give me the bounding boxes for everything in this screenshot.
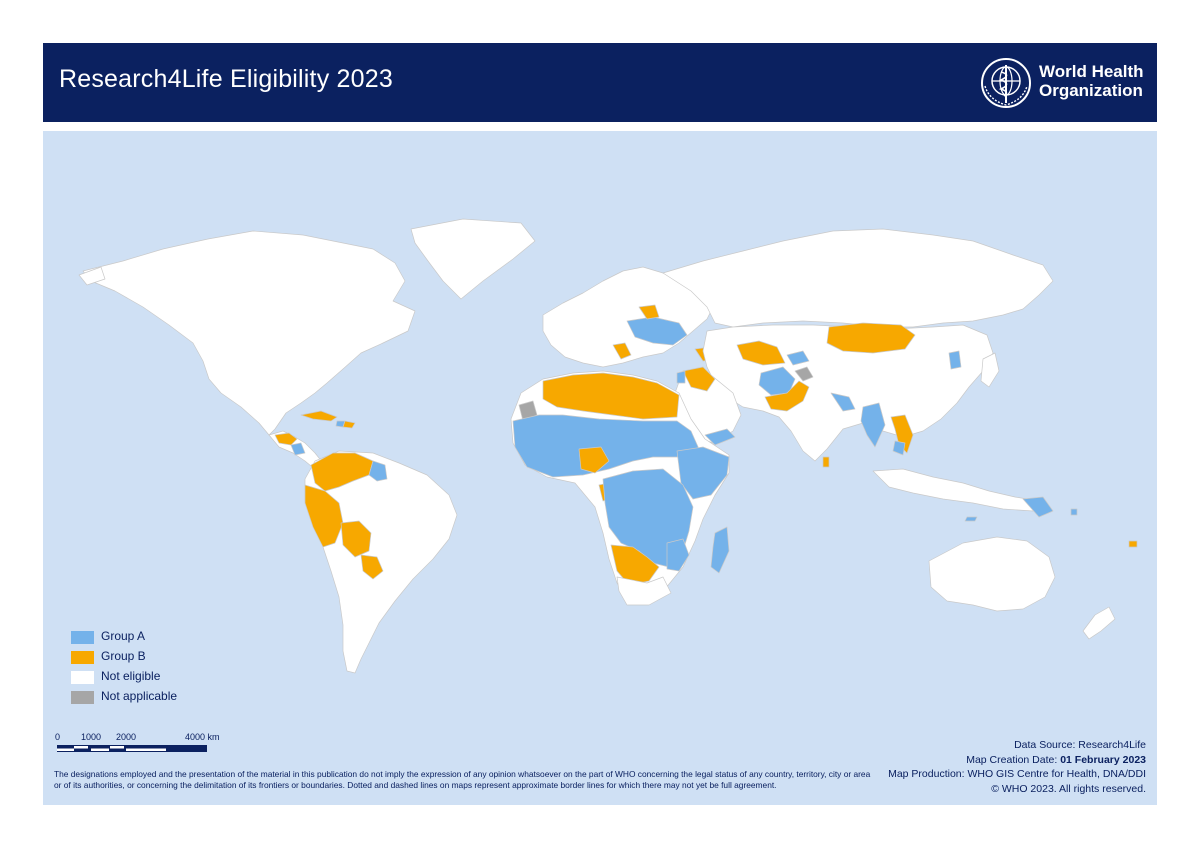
legend-item-group-b: Group B xyxy=(71,648,231,668)
map-production: Map Production: WHO GIS Centre for Healt… xyxy=(888,768,1146,780)
country-ecuador-peru-group-b xyxy=(304,484,344,548)
country-syria-iraq-group-b xyxy=(682,366,716,392)
country-timor-group-a xyxy=(964,516,978,522)
country-kyrgyzstan-tajikistan-group-a xyxy=(786,350,810,366)
country-kazakhstan-region-group-b xyxy=(736,340,786,366)
who-wordmark: World Health Organization xyxy=(1039,62,1144,100)
country-dominican-rep-group-b xyxy=(342,420,356,429)
world-map xyxy=(78,218,1138,674)
land-new-zealand xyxy=(1082,606,1116,640)
country-sri-lanka-group-b xyxy=(822,456,830,468)
creation-date-line: Map Creation Date: 01 February 2023 xyxy=(888,753,1146,768)
creation-date-prefix: Map Creation Date: xyxy=(966,753,1061,766)
country-myanmar-group-a xyxy=(860,402,886,448)
scale-label-4000: 4000 km xyxy=(185,732,220,742)
map-panel: Group A Group B Not eligible Not applica… xyxy=(43,131,1157,805)
country-paraguay-group-b xyxy=(360,554,384,580)
country-north-africa-group-b xyxy=(542,372,680,420)
country-balkans-group-b xyxy=(612,342,632,360)
country-dprk-group-a xyxy=(948,350,962,370)
scale-bar-graphic xyxy=(57,745,207,752)
land-russia xyxy=(662,228,1054,328)
copyright: © WHO 2023. All rights reserved. xyxy=(991,782,1146,795)
legend-item-not-eligible: Not eligible xyxy=(71,668,231,688)
legend-swatch-not-applicable xyxy=(71,691,94,704)
country-namibia-botswana-group-b xyxy=(610,544,660,586)
country-guatemala-honduras-group-b xyxy=(274,432,298,446)
country-mongolia-group-b xyxy=(826,322,916,354)
who-wordmark-line2: Organization xyxy=(1039,81,1143,100)
region-western-sahara-not-applicable xyxy=(518,400,538,422)
land-japan xyxy=(980,352,1000,388)
legend-label-not-applicable: Not applicable xyxy=(101,689,178,703)
country-nigeria-group-b xyxy=(578,446,610,474)
country-nicaragua-group-a xyxy=(290,442,306,456)
country-laos-vietnam-group-b xyxy=(890,414,914,454)
legend-swatch-group-a xyxy=(71,631,94,644)
legend-item-group-a: Group A xyxy=(71,628,231,648)
country-cuba-group-b xyxy=(300,410,338,422)
country-venezuela-colombia-group-b xyxy=(310,452,374,492)
land-alaska-tip xyxy=(78,266,106,286)
map-legend: Group A Group B Not eligible Not applica… xyxy=(71,628,231,708)
scale-label-0: 0 xyxy=(55,732,61,742)
legend-label-group-b: Group B xyxy=(101,649,146,663)
legend-swatch-group-b xyxy=(71,651,94,664)
legend-swatch-not-eligible xyxy=(71,671,94,684)
country-cambodia-group-a xyxy=(892,440,906,456)
scale-bar: 0 1000 2000 4000 km xyxy=(53,732,243,762)
land-indonesia xyxy=(872,468,1040,512)
data-source: Data Source: Research4Life xyxy=(1014,739,1146,751)
scale-label-1000: 1000 xyxy=(81,732,102,742)
country-belarus-moldova-group-b xyxy=(638,304,660,320)
country-madagascar-group-a xyxy=(710,526,730,574)
legend-label-not-eligible: Not eligible xyxy=(101,669,161,683)
islands-pacific-group-b xyxy=(1128,540,1138,548)
country-south-africa xyxy=(616,576,672,606)
country-pakistan-group-b xyxy=(764,380,810,412)
country-png-group-a xyxy=(1022,496,1054,518)
islands-pacific-group-a xyxy=(1070,508,1078,516)
country-guyana-group-a xyxy=(368,460,388,482)
country-lebanon-group-a xyxy=(676,370,686,384)
who-wordmark-line1: World Health xyxy=(1039,62,1144,81)
land-north-america xyxy=(82,230,416,436)
region-kashmir-not-applicable xyxy=(794,366,814,382)
creation-date: 01 February 2023 xyxy=(1060,753,1146,766)
country-nepal-bangladesh-group-a xyxy=(830,392,856,412)
country-mozambique-group-a xyxy=(666,538,690,572)
scale-label-2000: 2000 xyxy=(116,732,137,742)
disclaimer-text: The designations employed and the presen… xyxy=(54,769,871,790)
land-greenland xyxy=(410,218,536,300)
map-title: Research4Life Eligibility 2023 xyxy=(59,65,393,93)
country-ukraine-group-a xyxy=(626,316,688,346)
country-bolivia-group-b xyxy=(340,520,372,558)
who-emblem-icon xyxy=(981,58,1031,108)
land-australia xyxy=(928,536,1056,612)
country-yemen-group-a xyxy=(704,428,736,446)
legend-label-group-a: Group A xyxy=(101,629,146,643)
map-header: Research4Life Eligibility 2023 World Hea… xyxy=(43,43,1157,122)
map-credits: Data Source: Research4Life Map Creation … xyxy=(888,738,1146,796)
legend-item-not-applicable: Not applicable xyxy=(71,688,231,708)
